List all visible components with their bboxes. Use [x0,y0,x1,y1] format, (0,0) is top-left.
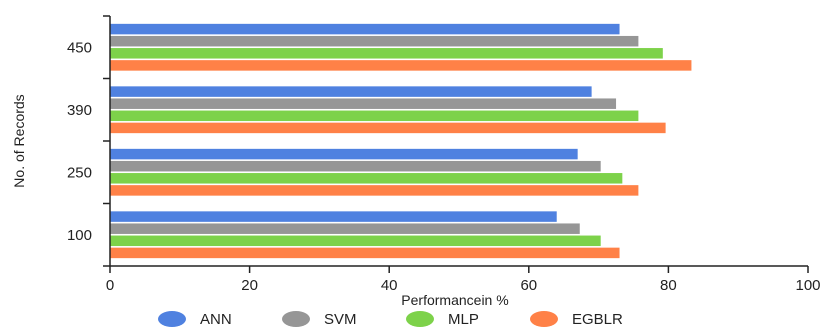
y-tick-label-450: 450 [67,39,92,56]
bar-mlp-100 [110,235,601,247]
x-tick-label-100: 100 [795,277,820,294]
y-ticks-group: 100 250 390 450 [67,15,110,267]
bar-mlp-250 [110,173,623,184]
bar-mlp-390 [110,110,639,122]
legend-swatch-svm [282,311,310,327]
legend-swatch-mlp [406,311,434,327]
bar-egblr-100 [110,247,620,259]
y-tick-label-390: 390 [67,102,92,119]
bar-svm-450 [110,35,639,47]
legend-label-ann: ANN [200,311,232,328]
legend-label-mlp: MLP [448,311,479,328]
x-ticks-group: 0 20 40 60 80 100 [106,266,821,294]
bar-ann-100 [110,211,557,222]
bars-group [110,23,692,259]
x-tick-label-80: 80 [660,277,677,294]
bar-ann-390 [110,86,592,97]
legend-label-svm: SVM [324,311,357,328]
x-axis-title: Performancein % [401,292,508,308]
bar-ann-250 [110,148,578,160]
x-tick-label-0: 0 [106,277,114,294]
bar-svm-250 [110,160,601,172]
bar-egblr-390 [110,122,666,134]
x-tick-label-60: 60 [520,277,537,294]
x-tick-label-40: 40 [381,277,398,294]
legend-swatch-ann [158,311,186,327]
bar-mlp-450 [110,48,663,59]
bar-svm-390 [110,98,617,109]
y-tick-label-250: 250 [67,164,92,181]
legend: ANN SVM MLP EGBLR [158,311,623,328]
bar-egblr-250 [110,185,639,196]
y-tick-label-100: 100 [67,227,92,244]
bar-svm-100 [110,223,580,234]
y-axis-title: No. of Records [11,94,27,187]
bar-ann-450 [110,23,620,35]
legend-label-egblr: EGBLR [572,311,623,328]
x-tick-label-20: 20 [241,277,258,294]
legend-swatch-egblr [530,311,558,327]
bar-egblr-450 [110,60,692,71]
